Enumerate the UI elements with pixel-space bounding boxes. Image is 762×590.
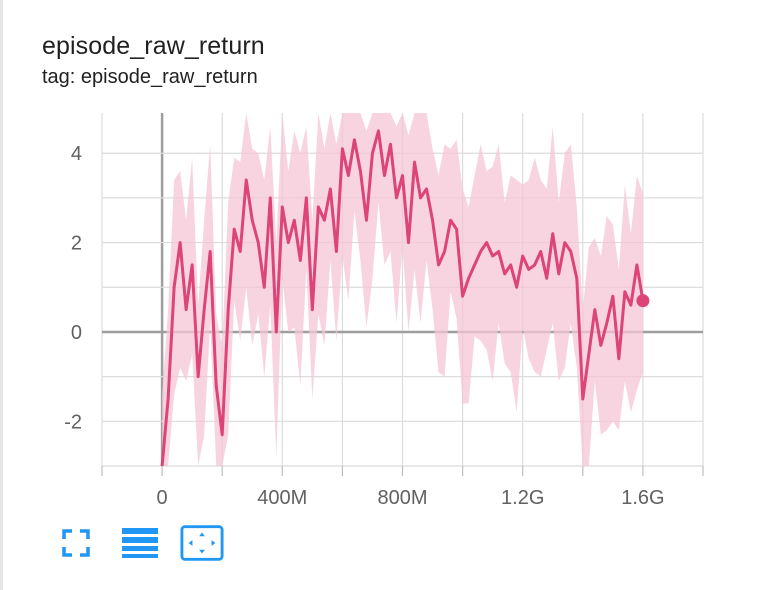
y-tick-label: 2 [71, 233, 82, 255]
raw-values-area [162, 113, 643, 466]
data-table-button[interactable] [118, 524, 162, 562]
fullscreen-button[interactable] [54, 524, 98, 562]
series-layer [160, 129, 650, 467]
last-data-point [636, 294, 650, 308]
x-tick-label: 1.2G [501, 487, 544, 509]
data-table-icon [122, 528, 158, 558]
y-tick-label: 0 [71, 322, 82, 344]
raw-values-band [162, 113, 643, 466]
fit-domain-icon [180, 525, 224, 561]
x-tick-label: 800M [377, 487, 427, 509]
fit-domain-button[interactable] [180, 524, 224, 562]
line-chart[interactable]: 0 400M 800M 1.2G 1.6G -2 0 2 4 [0, 0, 762, 520]
y-tick-label: 4 [71, 143, 82, 165]
x-tick-label: 400M [257, 487, 307, 509]
chart-tag-line: tag: episode_raw_return [42, 66, 258, 88]
x-tick-label: 1.6G [621, 487, 664, 509]
panel-left-border [0, 0, 3, 590]
chart-title: episode_raw_return [42, 32, 265, 60]
tick-layer: 0 400M 800M 1.2G 1.6G -2 0 2 4 [64, 143, 664, 509]
fullscreen-icon [62, 529, 90, 557]
y-tick-label: -2 [64, 411, 82, 433]
x-tick-label: 0 [157, 487, 168, 509]
